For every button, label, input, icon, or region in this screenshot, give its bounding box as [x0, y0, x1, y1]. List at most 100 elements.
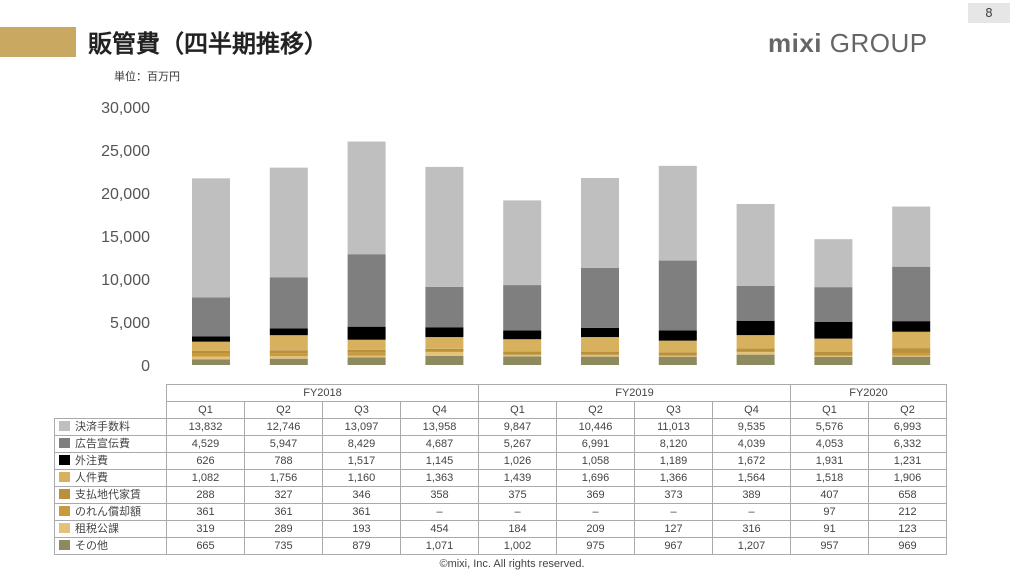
table-cell: 373	[634, 486, 713, 504]
bar-segment	[503, 285, 542, 331]
bar-segment	[814, 321, 853, 339]
bar-segment	[269, 358, 308, 365]
row-label: 広告宣伝費	[54, 435, 167, 453]
bar-segment	[658, 355, 697, 357]
bar-segment	[892, 206, 931, 267]
table-cell: 1,564	[712, 469, 791, 487]
table-cell: 1,082	[166, 469, 245, 487]
table-cell: 879	[322, 537, 401, 555]
quarter-header: Q1	[478, 401, 557, 419]
table-cell: 1,002	[478, 537, 557, 555]
bar-segment	[814, 287, 853, 322]
bar-stack	[814, 239, 853, 365]
bar-segment	[814, 351, 853, 356]
quarter-header: Q3	[322, 401, 401, 419]
bar-segment	[347, 355, 386, 358]
table-cell: 389	[712, 486, 791, 504]
bar-segment	[192, 341, 230, 351]
bar-segment	[658, 330, 697, 341]
page-number: 8	[968, 3, 1010, 23]
y-tick-label: 0	[141, 358, 150, 375]
bar-segment	[658, 356, 697, 365]
bar-segment	[736, 354, 775, 365]
table-cell: 212	[868, 503, 947, 521]
quarter-header: Q4	[400, 401, 479, 419]
table-corner	[55, 402, 167, 419]
table-cell: 658	[868, 486, 947, 504]
table-cell: 1,696	[556, 469, 635, 487]
table-cell: 788	[244, 452, 323, 470]
y-tick-label: 20,000	[101, 186, 150, 203]
bar-segment	[269, 353, 308, 357]
table-cell: 9,535	[712, 418, 791, 436]
legend-swatch	[59, 506, 70, 516]
table-row: 決済手数料 13,832 12,746 13,097 13,958 9,847 10,446…	[54, 418, 947, 436]
table-cell: 1,439	[478, 469, 557, 487]
bar-segment	[192, 356, 230, 360]
row-label: 決済手数料	[54, 418, 167, 436]
table-cell: 361	[244, 503, 323, 521]
data-table: FY2018 FY2019 FY2020 Q1 Q2 Q3 Q4 Q1 Q2 Q3 Q4 Q1 Q2 決済…	[54, 384, 947, 555]
y-tick-label: 15,000	[101, 229, 150, 246]
bar-segment	[503, 351, 542, 355]
copyright: ©mixi, Inc. All rights reserved.	[439, 558, 585, 570]
table-cell: 1,231	[868, 452, 947, 470]
bar-segment	[425, 351, 464, 356]
bar-segment	[892, 331, 931, 349]
mixi-group-logo: mixi GROUP	[768, 28, 928, 59]
table-cell: 1,931	[790, 452, 869, 470]
row-label: のれん償却額	[54, 503, 167, 521]
bar-segment	[892, 266, 931, 322]
table-cell: 13,832	[166, 418, 245, 436]
row-label-text: 決済手数料	[75, 421, 130, 433]
table-row: その他 665 735 879 1,071 1,002 975 967 1,207 957 969	[54, 537, 947, 555]
table-cell: 1,058	[556, 452, 635, 470]
table-cell: –	[478, 503, 557, 521]
sga-stacked-bar-chart: 0 5,000 10,000 15,000 20,000 25,000 30,000	[101, 100, 931, 375]
quarter-header: Q3	[634, 401, 713, 419]
logo-brand: mixi	[768, 28, 823, 58]
table-cell: 6,993	[868, 418, 947, 436]
legend-swatch	[59, 421, 70, 431]
bar-segment	[425, 327, 464, 338]
row-label: 支払地代家賃	[54, 486, 167, 504]
row-label-text: 租税公課	[75, 523, 119, 535]
table-cell: 8,429	[322, 435, 401, 453]
bar-segment	[347, 349, 386, 353]
bar-segment	[658, 340, 697, 353]
bar-segment	[269, 328, 308, 336]
table-cell: –	[556, 503, 635, 521]
legend-swatch	[59, 472, 70, 482]
bar-segment	[736, 285, 775, 321]
table-cell: 1,906	[868, 469, 947, 487]
bar-segment	[503, 354, 542, 357]
bar-segment	[269, 277, 308, 329]
bar-segment	[892, 321, 931, 332]
bar-segment	[503, 330, 542, 340]
table-cell: 13,097	[322, 418, 401, 436]
bar-segment	[347, 352, 386, 356]
bar-segment	[581, 351, 619, 355]
row-label: 外注費	[54, 452, 167, 470]
table-cell: 1,207	[712, 537, 791, 555]
table-cell: 319	[166, 520, 245, 538]
table-cell: 1,672	[712, 452, 791, 470]
table-cell: 1,071	[400, 537, 479, 555]
table-cell: 665	[166, 537, 245, 555]
table-cell: 735	[244, 537, 323, 555]
table-cell: 209	[556, 520, 635, 538]
fiscal-year-header: FY2020	[790, 384, 947, 402]
table-cell: 454	[400, 520, 479, 538]
bar-segment	[425, 355, 464, 365]
row-label: その他	[54, 537, 167, 555]
unit-label: 単位：百万円	[114, 70, 180, 83]
table-cell: 361	[322, 503, 401, 521]
bar-segment	[814, 355, 853, 356]
bar-stack	[892, 206, 931, 365]
quarter-header: Q1	[790, 401, 869, 419]
legend-swatch	[59, 523, 70, 533]
bar-segment	[736, 348, 775, 352]
row-label-text: 外注費	[75, 455, 108, 467]
quarter-header: Q1	[166, 401, 245, 419]
table-cell: 1,189	[634, 452, 713, 470]
